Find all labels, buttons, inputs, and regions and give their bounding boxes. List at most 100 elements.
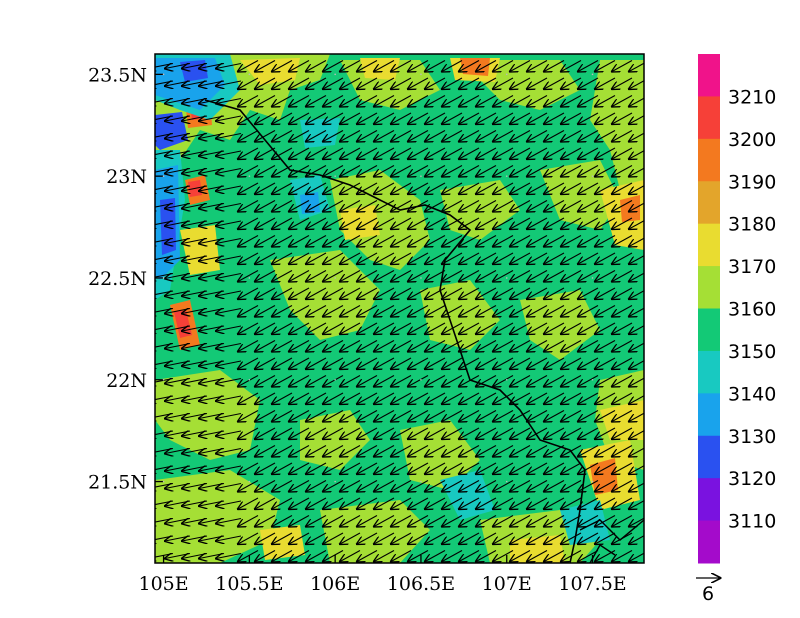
- wind-vector: [323, 165, 344, 177]
- wind-vector: [391, 550, 412, 562]
- wind-vector: [561, 112, 582, 124]
- wind-vector: [408, 130, 429, 142]
- colorbar-label: 3130: [728, 426, 776, 448]
- wind-vector: [612, 165, 633, 177]
- wind-vector: [459, 497, 480, 509]
- wind-vector: [289, 130, 310, 142]
- colorbar-label: 3120: [728, 468, 776, 490]
- wind-vector: [323, 340, 344, 352]
- wind-vector: [238, 392, 259, 404]
- wind-vector: [323, 112, 344, 124]
- wind-vector: [306, 375, 327, 387]
- wind-vector: [306, 112, 327, 124]
- wind-vector: [238, 147, 259, 159]
- wind-vector: [272, 305, 293, 317]
- wind-vector: [323, 147, 344, 159]
- wind-vector: [408, 497, 429, 509]
- wind-vector: [595, 445, 616, 457]
- wind-vector: [340, 287, 361, 299]
- wind-vector: [391, 270, 412, 282]
- wind-vector: [306, 60, 327, 72]
- wind-vector: [425, 95, 446, 107]
- wind-vector: [238, 95, 259, 107]
- wind-vector: [459, 252, 480, 264]
- wind-vector: [459, 182, 480, 194]
- wind-vector: [425, 252, 446, 264]
- wind-vector: [323, 550, 344, 562]
- wind-vector: [391, 60, 412, 72]
- wind-vector: [629, 430, 644, 439]
- wind-vector: [238, 252, 259, 264]
- wind-vector: [459, 480, 480, 492]
- wind-vector: [306, 532, 327, 544]
- wind-vector: [374, 462, 395, 474]
- wind-vector: [408, 445, 429, 457]
- wind-vector: [612, 147, 633, 159]
- wind-vector: [493, 270, 514, 282]
- wind-vector: [510, 130, 531, 142]
- wind-vector: [476, 200, 497, 212]
- wind-vector: [425, 550, 446, 562]
- wind-vector: [408, 217, 429, 229]
- wind-vector: [578, 270, 599, 282]
- wind-vector: [289, 445, 310, 457]
- wind-vector: [629, 62, 644, 72]
- wind-vector: [408, 147, 429, 159]
- wind-vector: [544, 182, 565, 194]
- wind-vector: [527, 532, 548, 544]
- colorbar-segment: [698, 96, 720, 140]
- wind-vector: [527, 165, 548, 177]
- wind-vector: [272, 462, 293, 474]
- wind-vector: [561, 147, 582, 159]
- wind-vector: [544, 287, 565, 299]
- colorbar-label: 3170: [728, 256, 776, 278]
- wind-vector: [272, 217, 293, 229]
- grid-dot: [591, 73, 594, 76]
- wind-vector: [612, 130, 633, 142]
- colorbar-segment: [698, 478, 720, 522]
- grid-dot: [334, 480, 336, 483]
- wind-vector: [476, 497, 497, 509]
- wind-vector: [272, 340, 293, 352]
- wind-vector: [425, 60, 446, 72]
- wind-vector: [238, 445, 259, 457]
- wind-vector: [629, 97, 644, 107]
- wind-vector: [476, 410, 497, 422]
- wind-vector: [612, 392, 633, 404]
- wind-vector: [544, 357, 565, 369]
- wind-vector: [493, 515, 514, 527]
- wind-vector: [374, 165, 395, 177]
- wind-vector: [442, 375, 463, 387]
- wind-vector: [578, 95, 599, 107]
- wind-vector: [442, 392, 463, 404]
- wind-vector: [578, 375, 599, 387]
- wind-vector: [255, 480, 276, 492]
- wind-vector: [561, 235, 582, 247]
- wind-vector: [459, 550, 480, 562]
- colorbar-label: 3110: [728, 511, 776, 533]
- wind-vector: [544, 235, 565, 247]
- wind-vector: [561, 497, 582, 509]
- colorbar-segment: [698, 223, 720, 267]
- wind-vector: [408, 550, 429, 562]
- wind-vector: [340, 550, 361, 562]
- wind-vector: [442, 147, 463, 159]
- wind-vector: [306, 165, 327, 177]
- wind-vector: [357, 427, 378, 439]
- wind-vector: [374, 217, 395, 229]
- grid-dot: [420, 378, 422, 381]
- wind-vector: [629, 307, 644, 317]
- wind-vector: [289, 322, 310, 334]
- wind-vector: [476, 392, 497, 404]
- wind-vector: [289, 392, 310, 404]
- wind-vector: [255, 410, 276, 422]
- wind-vector: [510, 60, 531, 72]
- wind-vector: [255, 322, 276, 334]
- wind-vector: [255, 305, 276, 317]
- plot-frame: [154, 53, 645, 564]
- wind-vector: [578, 200, 599, 212]
- wind-vector: [527, 77, 548, 89]
- wind-vector: [595, 77, 616, 89]
- wind-vector: [442, 532, 463, 544]
- wind-vector: [238, 427, 259, 439]
